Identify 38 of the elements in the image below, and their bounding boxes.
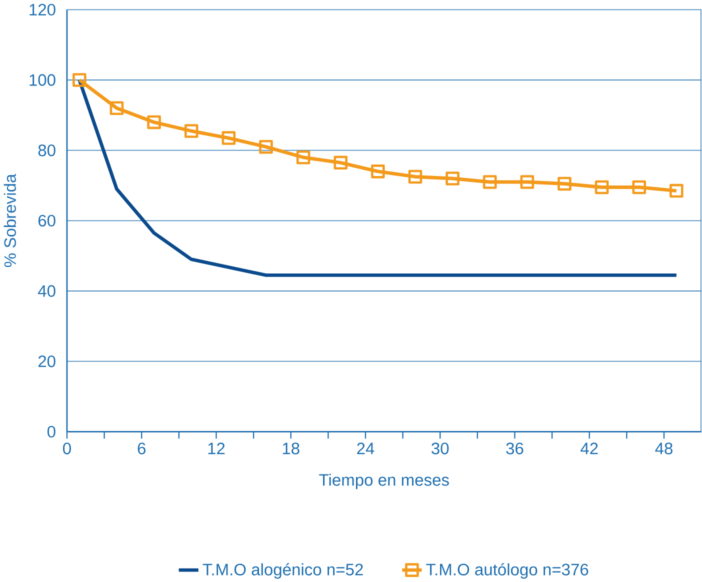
- point: [110, 101, 124, 116]
- point: [222, 131, 236, 146]
- point: [408, 170, 422, 184]
- x-tick-label: 42: [580, 442, 598, 454]
- legend-label: T.M.O autólogo n=376: [426, 563, 588, 579]
- point: [184, 124, 198, 138]
- y-tick-label: 80: [38, 144, 56, 156]
- y-axis-title: % Sobrevida: [4, 174, 16, 268]
- point: [670, 184, 684, 198]
- y-tick-label: 20: [38, 356, 56, 368]
- x-tick-label: 30: [432, 442, 449, 455]
- point: [259, 140, 273, 154]
- y-tick-label: 100: [30, 74, 56, 86]
- x-tick-label: 18: [282, 442, 300, 455]
- point: [482, 175, 497, 190]
- y-tick-label: 120: [30, 4, 56, 16]
- point: [632, 180, 646, 194]
- x-tick-label: 6: [138, 442, 146, 455]
- x-tick-label: 24: [357, 442, 374, 454]
- point: [558, 177, 572, 191]
- point: [296, 150, 310, 164]
- point: [371, 164, 385, 179]
- y-tick-label: 60: [38, 215, 56, 227]
- point: [594, 180, 609, 194]
- point: [520, 175, 534, 190]
- x-axis-title: Tiempo en meses: [319, 474, 449, 490]
- point: [446, 172, 460, 186]
- y-tick-label: 40: [38, 285, 56, 298]
- y-tick-label: 0: [47, 426, 56, 438]
- legend-label: T.M.O alogénico n=52: [202, 563, 363, 579]
- x-tick-label: 0: [63, 442, 71, 455]
- point: [147, 116, 161, 130]
- line-series: [78, 78, 678, 278]
- x-tick-label: 48: [655, 442, 672, 455]
- x-tick-label: 12: [208, 442, 225, 454]
- point: [334, 156, 348, 170]
- x-tick-label: 36: [506, 442, 524, 455]
- point: [72, 73, 86, 88]
